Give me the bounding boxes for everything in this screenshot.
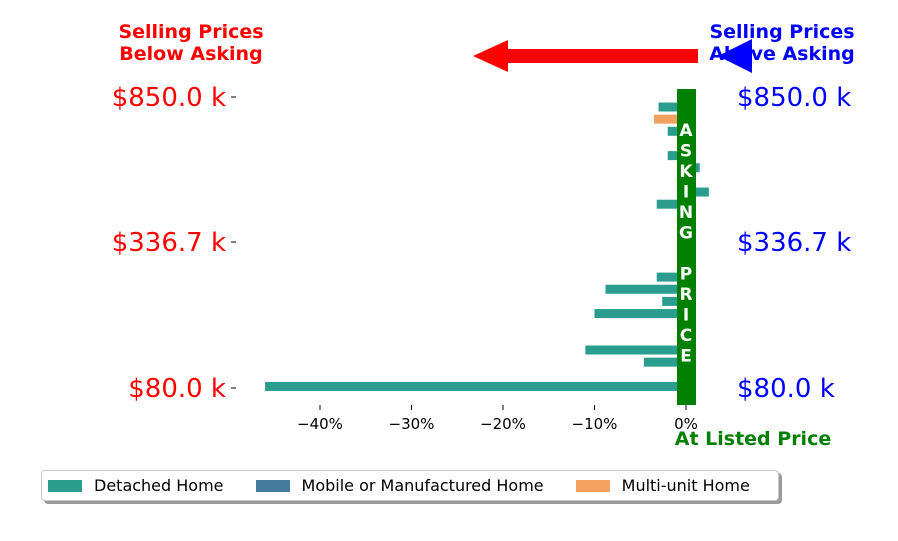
legend-swatch-detached [48,479,82,492]
bar-3 [667,151,686,161]
asking-letter-10: C [680,326,692,346]
bar-8 [656,272,686,282]
asking-letter-5: G [679,224,693,244]
x-tick-label-4: 0% [674,415,698,433]
bar-1 [653,114,686,124]
y-tick-label-right-0: $850.0 k [737,83,851,113]
legend-item-mobile: Mobile or Manufactured Home [255,476,544,495]
below-asking-title-line2: Below Asking [119,43,262,65]
y-axis: $850.0 k $850.0 k $336.7 k $336.7 k $80.0 k $… [112,83,852,404]
x-tick-label-3: −10% [572,415,618,433]
asking-letter-7: P [680,265,692,285]
bar-0 [658,102,686,112]
legend-label-mobile: Mobile or Manufactured Home [301,476,544,495]
legend-label-multi: Multi-unit Home [621,476,750,495]
legend-label-detached: Detached Home [94,476,224,495]
y-tick-label-right-2: $80.0 k [737,374,835,404]
asking-price-band [677,89,696,405]
bar-15 [265,381,686,391]
y-tick-label-right-1: $336.7 k [737,228,851,258]
above-asking-title-line1: Selling Prices [709,21,854,43]
bar-9 [605,284,686,294]
legend-swatch-mobile [255,479,290,492]
asking-letter-2: K [679,162,693,182]
bar-12 [585,345,686,355]
bar-11 [594,309,686,319]
asking-letter-4: N [679,203,693,223]
bar-6 [656,199,686,209]
asking-letter-1: S [680,142,692,162]
legend-item-detached: Detached Home [48,476,224,495]
asking-letter-3: I [683,183,689,203]
x-tick-label-1: −30% [389,415,435,433]
blue-left-arrow [718,39,752,73]
x-tick-label-0: −40% [297,415,343,433]
below-asking-title-line1: Selling Prices [118,21,263,43]
bar-2 [667,126,686,136]
legend: Detached Home Mobile or Manufactured Hom… [41,470,779,501]
bars-layer [265,102,709,391]
bar-13 [643,357,686,367]
asking-letter-0: A [679,121,693,141]
bar-10 [662,296,686,306]
legend-item-multi: Multi-unit Home [575,476,750,495]
at-listed-price-label: At Listed Price [675,428,831,450]
bar-5 [686,187,709,197]
y-tick-label-left-0: $850.0 k [112,83,226,113]
asking-letter-8: R [679,285,692,305]
legend-swatch-multi [575,479,610,492]
y-tick-label-left-1: $336.7 k [112,228,226,258]
asking-letter-11: E [680,347,692,367]
y-tick-label-left-2: $80.0 k [128,374,226,404]
red-left-arrow [473,40,698,72]
x-axis: −40% −30% −20% −10% 0% [297,405,698,433]
asking-letter-9: I [683,306,689,326]
x-tick-label-2: −20% [480,415,526,433]
